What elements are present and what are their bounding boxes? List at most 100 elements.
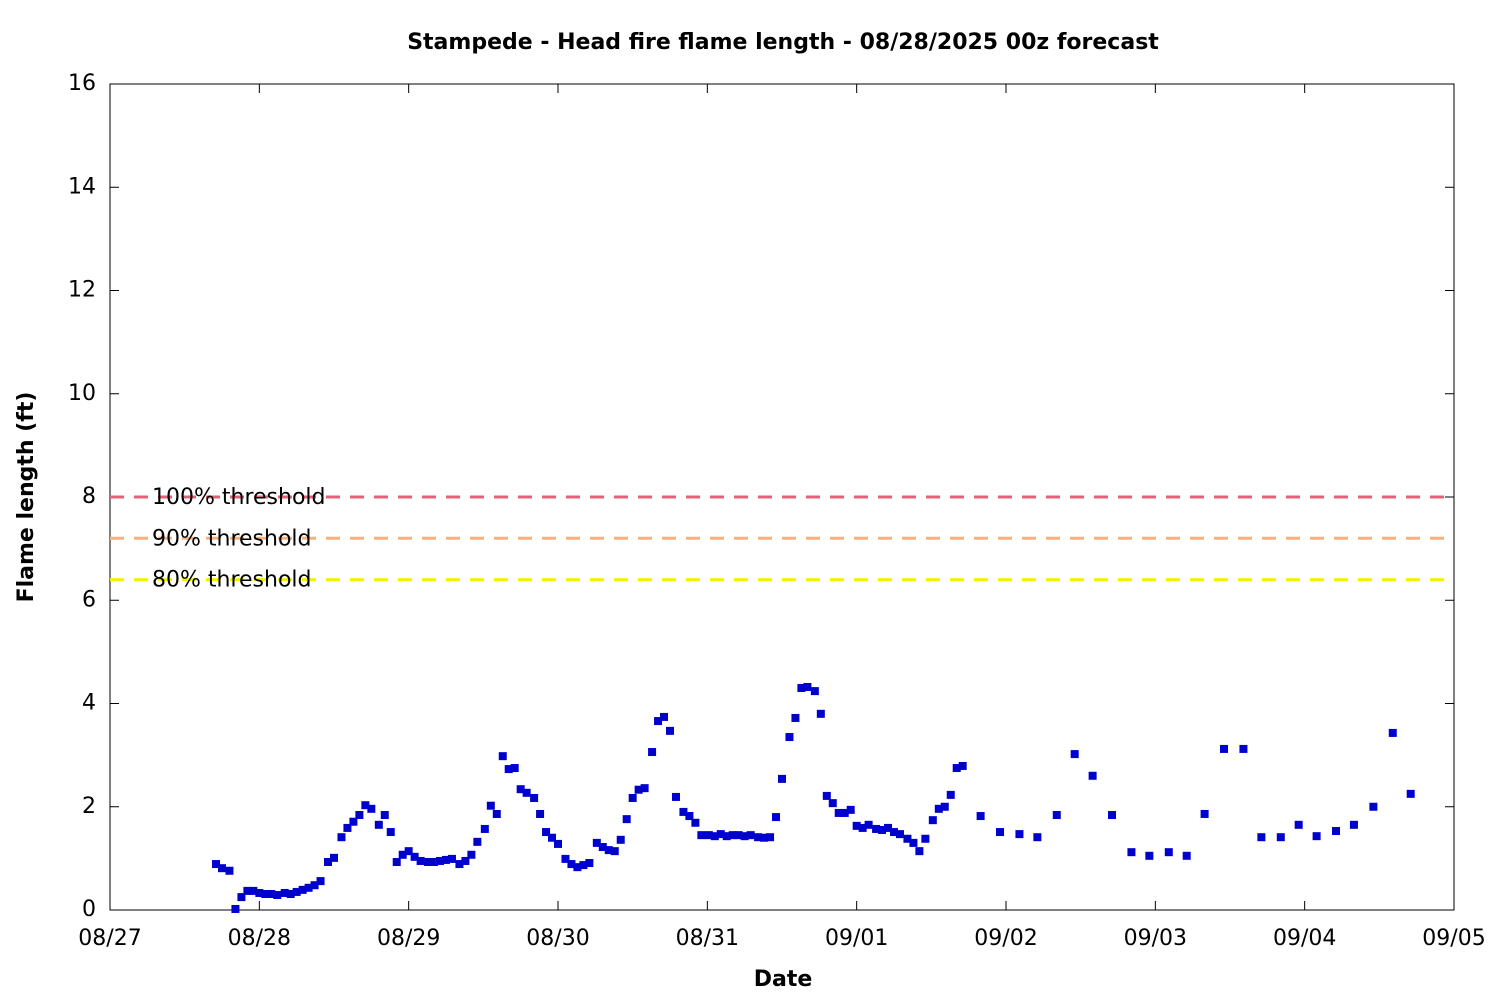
point — [486, 801, 495, 810]
point — [567, 860, 576, 869]
point — [430, 857, 439, 866]
point — [616, 835, 625, 844]
point — [654, 717, 663, 726]
point — [1294, 820, 1303, 829]
point — [310, 881, 319, 890]
point — [337, 833, 346, 842]
point — [455, 860, 464, 869]
point — [822, 791, 831, 800]
point — [261, 889, 270, 898]
point — [791, 713, 800, 722]
point — [754, 833, 763, 842]
x-tick-label: 09/02 — [974, 926, 1037, 951]
point — [1388, 728, 1397, 737]
threshold-label: 100% threshold — [152, 485, 326, 510]
point — [592, 838, 601, 847]
x-tick-label: 09/03 — [1124, 926, 1187, 951]
point — [740, 832, 749, 841]
point — [598, 843, 607, 852]
point — [716, 830, 725, 839]
point — [504, 765, 513, 774]
point — [280, 888, 289, 897]
point — [522, 788, 531, 797]
point — [766, 833, 775, 842]
point — [634, 785, 643, 794]
point — [828, 799, 837, 808]
point — [1220, 744, 1229, 753]
point — [810, 687, 819, 696]
point — [416, 856, 425, 865]
point — [1164, 848, 1173, 857]
point — [573, 863, 582, 872]
point — [958, 761, 967, 770]
chart-title: Stampede - Head fire flame length - 08/2… — [407, 30, 1159, 55]
point — [249, 886, 258, 895]
point — [934, 804, 943, 813]
x-tick-label: 08/31 — [676, 926, 739, 951]
point — [704, 831, 713, 840]
point — [1312, 832, 1321, 841]
y-tick-label: 0 — [82, 897, 96, 922]
y-tick-label: 12 — [68, 278, 96, 303]
x-tick-label: 09/04 — [1273, 926, 1336, 951]
point — [585, 859, 594, 868]
point — [852, 821, 861, 830]
point — [410, 852, 419, 861]
point — [921, 834, 930, 843]
point — [604, 846, 613, 855]
point — [380, 811, 389, 820]
x-tick-label: 08/28 — [228, 926, 291, 951]
point — [361, 801, 370, 810]
point — [1406, 789, 1415, 798]
point — [243, 886, 252, 895]
point — [1349, 820, 1358, 829]
point — [778, 774, 786, 783]
point — [1070, 750, 1079, 759]
point — [367, 804, 376, 813]
point — [1239, 744, 1248, 753]
point — [803, 682, 812, 691]
point — [498, 752, 507, 761]
point — [834, 808, 843, 817]
point — [996, 828, 1005, 837]
point — [797, 684, 806, 693]
point — [878, 825, 887, 834]
point — [610, 847, 619, 856]
point — [231, 904, 240, 913]
y-tick-label: 10 — [68, 381, 96, 406]
point — [746, 831, 755, 840]
point — [442, 855, 450, 864]
y-tick-label: 4 — [82, 691, 96, 716]
point — [671, 792, 680, 801]
point — [386, 828, 395, 837]
point — [864, 820, 873, 829]
point — [1276, 833, 1285, 842]
point — [660, 712, 669, 721]
y-axis-label: Flame length (ft) — [14, 392, 39, 603]
point — [461, 856, 470, 865]
point — [561, 854, 570, 863]
point — [772, 813, 781, 822]
point — [1145, 851, 1154, 860]
point — [697, 831, 706, 840]
point — [374, 820, 383, 829]
point — [1257, 833, 1266, 842]
point — [349, 817, 358, 826]
point — [536, 809, 545, 818]
point — [355, 811, 364, 820]
point — [516, 785, 525, 794]
point — [510, 764, 519, 773]
point — [710, 832, 719, 841]
point — [218, 864, 226, 873]
x-tick-label: 09/05 — [1422, 926, 1485, 951]
point — [1033, 833, 1042, 842]
point — [940, 802, 949, 811]
x-tick-label: 08/29 — [377, 926, 440, 951]
point — [480, 824, 489, 833]
point — [909, 838, 918, 847]
threshold-label: 90% threshold — [152, 526, 312, 551]
point — [816, 709, 825, 718]
point — [398, 850, 407, 859]
point — [640, 784, 649, 793]
